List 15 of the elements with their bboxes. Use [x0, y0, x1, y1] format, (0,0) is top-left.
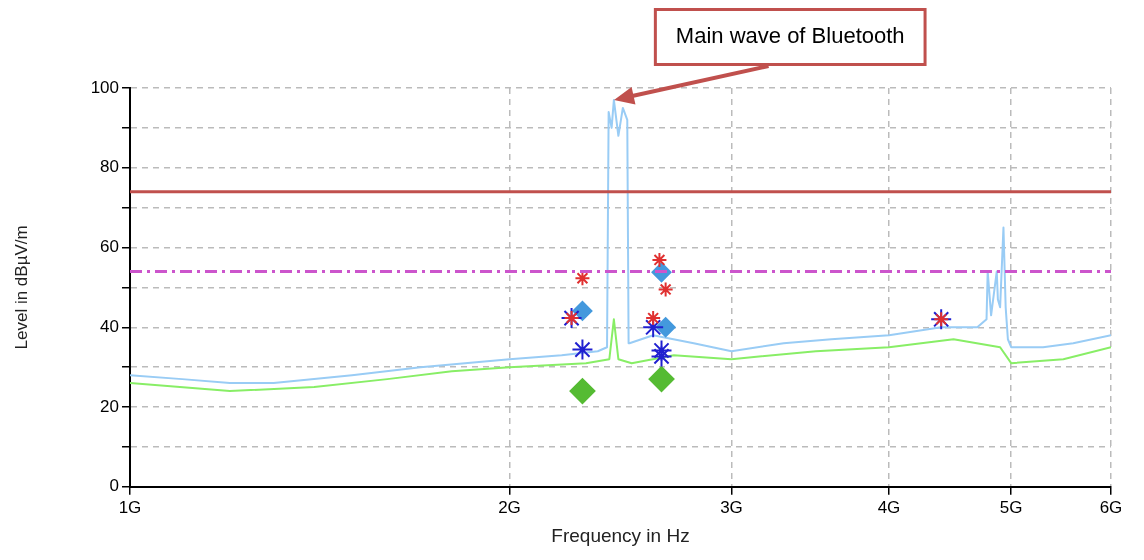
x-tick-label: 5G — [999, 497, 1023, 517]
x-tick-label: 4G — [877, 497, 901, 517]
x-tick-label: 2G — [498, 497, 521, 517]
y-tick-label: 0 — [109, 476, 119, 496]
x-tick-label: 1G — [118, 497, 142, 517]
text: Main wave of Bluetooth — [675, 23, 905, 49]
x-tick-label: 3G — [720, 497, 743, 517]
y-tick-label: 100 — [90, 77, 119, 97]
y-axis-title: Level in dBµV/m — [11, 225, 31, 350]
y-tick-label: 80 — [100, 157, 119, 177]
y-tick-label: 60 — [100, 237, 119, 257]
y-tick-label: 40 — [100, 316, 119, 336]
x-axis-title: Frequency in Hz — [551, 524, 690, 546]
x-tick-label: 6G — [1099, 497, 1123, 517]
y-tick-label: 20 — [100, 396, 119, 416]
